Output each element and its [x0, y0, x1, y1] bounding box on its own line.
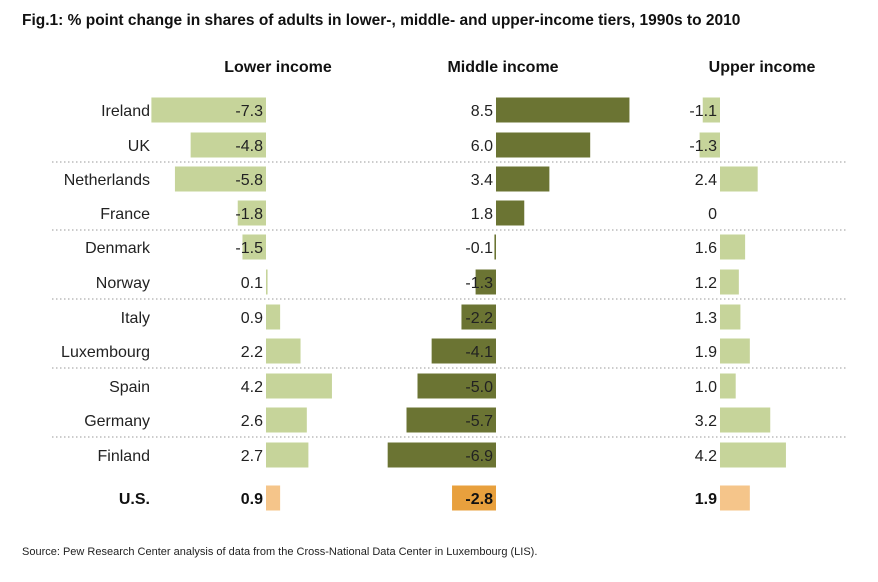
- country-label-spain: Spain: [109, 379, 150, 396]
- column-header-lower-income: Lower income: [224, 59, 332, 76]
- country-label-u-s: U.S.: [119, 491, 150, 508]
- value-labels: -7.3 -4.8 -5.8 -1.8 -1.5 0.1 0.9 2.2 4.2 2.6 2.7 0.…: [235, 103, 717, 508]
- value-label-upper-income-spain: 1.0: [695, 379, 717, 396]
- bar-middle-income-germany: [406, 407, 496, 433]
- bar-upper-income-uk: [699, 132, 720, 158]
- bar-upper-income-netherlands: [720, 166, 758, 192]
- country-label-denmark: Denmark: [85, 240, 151, 257]
- bar-lower-income-uk: [190, 132, 266, 158]
- bar-lower-income-finland: [266, 442, 309, 468]
- value-label-middle-income-luxembourg: -4.1: [465, 344, 493, 361]
- bar-middle-income-norway: [475, 269, 496, 295]
- value-label-middle-income-uk: 6.0: [471, 138, 493, 155]
- bar-lower-income-u-s: [266, 485, 281, 511]
- value-label-lower-income-luxembourg: 2.2: [241, 344, 263, 361]
- value-label-lower-income-norway: 0.1: [241, 275, 263, 292]
- value-label-middle-income-u-s: -2.8: [465, 491, 493, 508]
- value-label-upper-income-netherlands: 2.4: [695, 172, 717, 189]
- bar-upper-income-finland: [720, 442, 786, 468]
- value-label-upper-income-u-s: 1.9: [695, 491, 717, 508]
- bar-upper-income-spain: [720, 373, 736, 399]
- row-separators: [52, 161, 848, 438]
- bar-lower-income-ireland: [151, 97, 266, 123]
- bar-upper-income-luxembourg: [720, 338, 750, 364]
- country-label-norway: Norway: [96, 275, 150, 292]
- country-label-luxembourg: Luxembourg: [61, 344, 150, 361]
- value-label-lower-income-ireland: -7.3: [235, 103, 263, 120]
- value-label-middle-income-ireland: 8.5: [471, 103, 493, 120]
- country-label-uk: UK: [128, 138, 151, 155]
- bar-middle-income-luxembourg: [431, 338, 496, 364]
- country-label-finland: Finland: [98, 448, 150, 465]
- value-label-lower-income-spain: 4.2: [241, 379, 263, 396]
- bar-lower-income-luxembourg: [266, 338, 301, 364]
- value-label-middle-income-norway: -1.3: [465, 275, 493, 292]
- value-label-lower-income-uk: -4.8: [235, 138, 263, 155]
- value-label-lower-income-netherlands: -5.8: [235, 172, 263, 189]
- bar-upper-income-norway: [720, 269, 739, 295]
- value-label-upper-income-france: 0: [708, 206, 717, 223]
- bar-middle-income-finland: [387, 442, 496, 468]
- column-headers: Lower income Middle income Upper income: [224, 59, 815, 76]
- bar-upper-income-ireland: [702, 97, 720, 123]
- bar-middle-income-ireland: [496, 97, 630, 123]
- bar-middle-income-spain: [417, 373, 496, 399]
- country-label-germany: Germany: [84, 413, 150, 430]
- bar-lower-income-italy: [266, 304, 281, 330]
- country-labels: Ireland UK Netherlands France Denmark Norway I…: [61, 103, 151, 508]
- bars: [151, 97, 786, 511]
- bar-middle-income-france: [496, 200, 525, 226]
- bar-middle-income-italy: [461, 304, 496, 330]
- chart-title: Fig.1: % point change in shares of adult…: [22, 12, 741, 29]
- value-label-upper-income-finland: 4.2: [695, 448, 717, 465]
- value-label-upper-income-italy: 1.3: [695, 310, 717, 327]
- value-label-lower-income-france: -1.8: [235, 206, 263, 223]
- value-label-upper-income-denmark: 1.6: [695, 240, 717, 257]
- bar-lower-income-denmark: [242, 234, 266, 260]
- value-label-lower-income-germany: 2.6: [241, 413, 263, 430]
- bar-lower-income-norway: [266, 269, 268, 295]
- value-label-middle-income-spain: -5.0: [465, 379, 493, 396]
- value-label-upper-income-norway: 1.2: [695, 275, 717, 292]
- value-label-middle-income-denmark: -0.1: [465, 240, 493, 257]
- value-label-middle-income-france: 1.8: [471, 206, 493, 223]
- bar-upper-income-italy: [720, 304, 741, 330]
- value-label-lower-income-u-s: 0.9: [241, 491, 263, 508]
- value-label-middle-income-germany: -5.7: [465, 413, 493, 430]
- value-label-middle-income-italy: -2.2: [465, 310, 493, 327]
- bar-middle-income-uk: [496, 132, 591, 158]
- country-label-ireland: Ireland: [101, 103, 150, 120]
- value-label-lower-income-finland: 2.7: [241, 448, 263, 465]
- value-label-upper-income-germany: 3.2: [695, 413, 717, 430]
- value-label-middle-income-finland: -6.9: [465, 448, 493, 465]
- value-label-upper-income-luxembourg: 1.9: [695, 344, 717, 361]
- bar-lower-income-spain: [266, 373, 332, 399]
- bar-upper-income-denmark: [720, 234, 746, 260]
- bar-upper-income-u-s: [720, 485, 750, 511]
- column-header-middle-income: Middle income: [447, 59, 558, 76]
- bar-middle-income-u-s: [452, 485, 496, 511]
- bar-middle-income-denmark: [494, 234, 496, 260]
- bar-lower-income-netherlands: [174, 166, 266, 192]
- country-label-france: France: [100, 206, 150, 223]
- country-label-netherlands: Netherlands: [64, 172, 150, 189]
- value-label-lower-income-italy: 0.9: [241, 310, 263, 327]
- bar-lower-income-germany: [266, 407, 307, 433]
- value-label-lower-income-denmark: -1.5: [235, 240, 263, 257]
- bar-upper-income-germany: [720, 407, 771, 433]
- source-note: Source: Pew Research Center analysis of …: [22, 546, 538, 558]
- value-label-upper-income-uk: -1.3: [689, 138, 717, 155]
- country-label-italy: Italy: [121, 310, 150, 327]
- value-label-middle-income-netherlands: 3.4: [471, 172, 493, 189]
- column-header-upper-income: Upper income: [709, 59, 816, 76]
- bar-lower-income-france: [237, 200, 266, 226]
- bar-middle-income-netherlands: [496, 166, 550, 192]
- value-label-upper-income-ireland: -1.1: [689, 103, 717, 120]
